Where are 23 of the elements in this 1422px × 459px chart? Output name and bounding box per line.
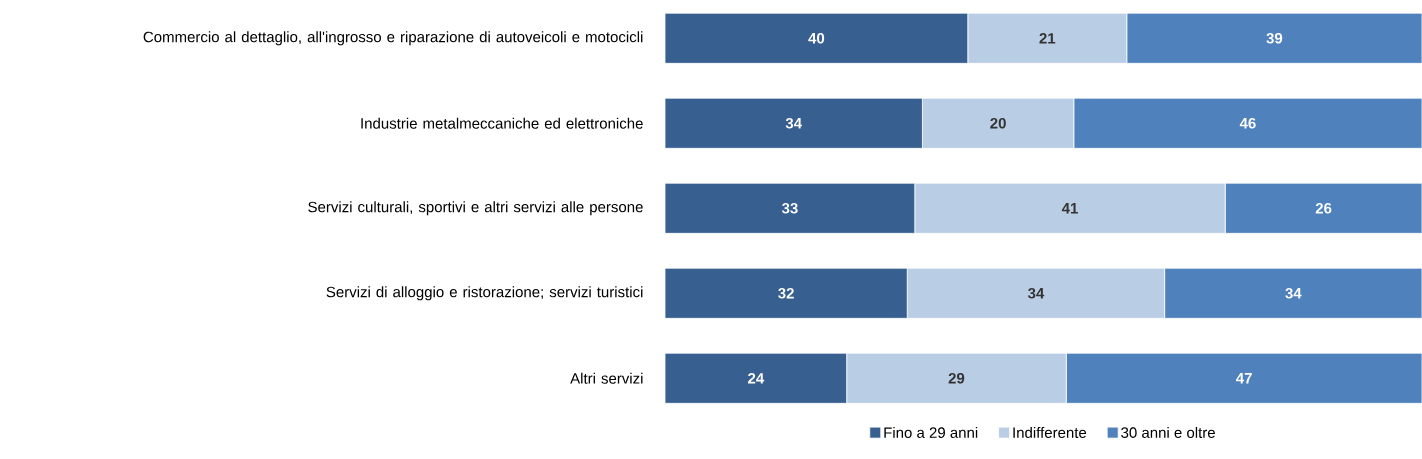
y-tick-label: Industrie metalmeccaniche ed elettroniche	[361, 117, 643, 129]
data-label: 34	[1027, 287, 1045, 299]
data-label: 24	[748, 373, 765, 384]
y-tick-label: Servizi di alloggio e ristorazione; servizi turistici	[326, 286, 643, 301]
y-tick-label: Commercio al dettaglio, all'ingrosso e riparazione di autoveicoli e motocicli	[143, 31, 643, 46]
data-label: 40	[808, 32, 825, 44]
legend-label: Fino a 29 anni	[884, 426, 978, 438]
y-tick-label: Servizi culturali, sportivi e altri servizi alle persone	[308, 201, 643, 216]
data-label: 29	[948, 372, 965, 384]
data-label: 33	[781, 202, 798, 214]
data-label: 21	[1039, 33, 1056, 44]
data-label: 34	[1285, 287, 1302, 299]
data-label: 20	[990, 117, 1006, 129]
data-label: 34	[785, 117, 802, 129]
legend-label: Indifferente	[1013, 426, 1087, 438]
y-tick-label: Altri servizi	[570, 372, 643, 384]
data-label: 46	[1239, 117, 1256, 129]
data-label: 41	[1061, 203, 1078, 214]
data-label: 47	[1236, 373, 1252, 384]
data-label: 32	[778, 287, 794, 299]
data-label: 39	[1266, 32, 1283, 44]
data-label: 26	[1315, 202, 1332, 214]
legend-label: 30 anni e oltre	[1121, 426, 1215, 438]
